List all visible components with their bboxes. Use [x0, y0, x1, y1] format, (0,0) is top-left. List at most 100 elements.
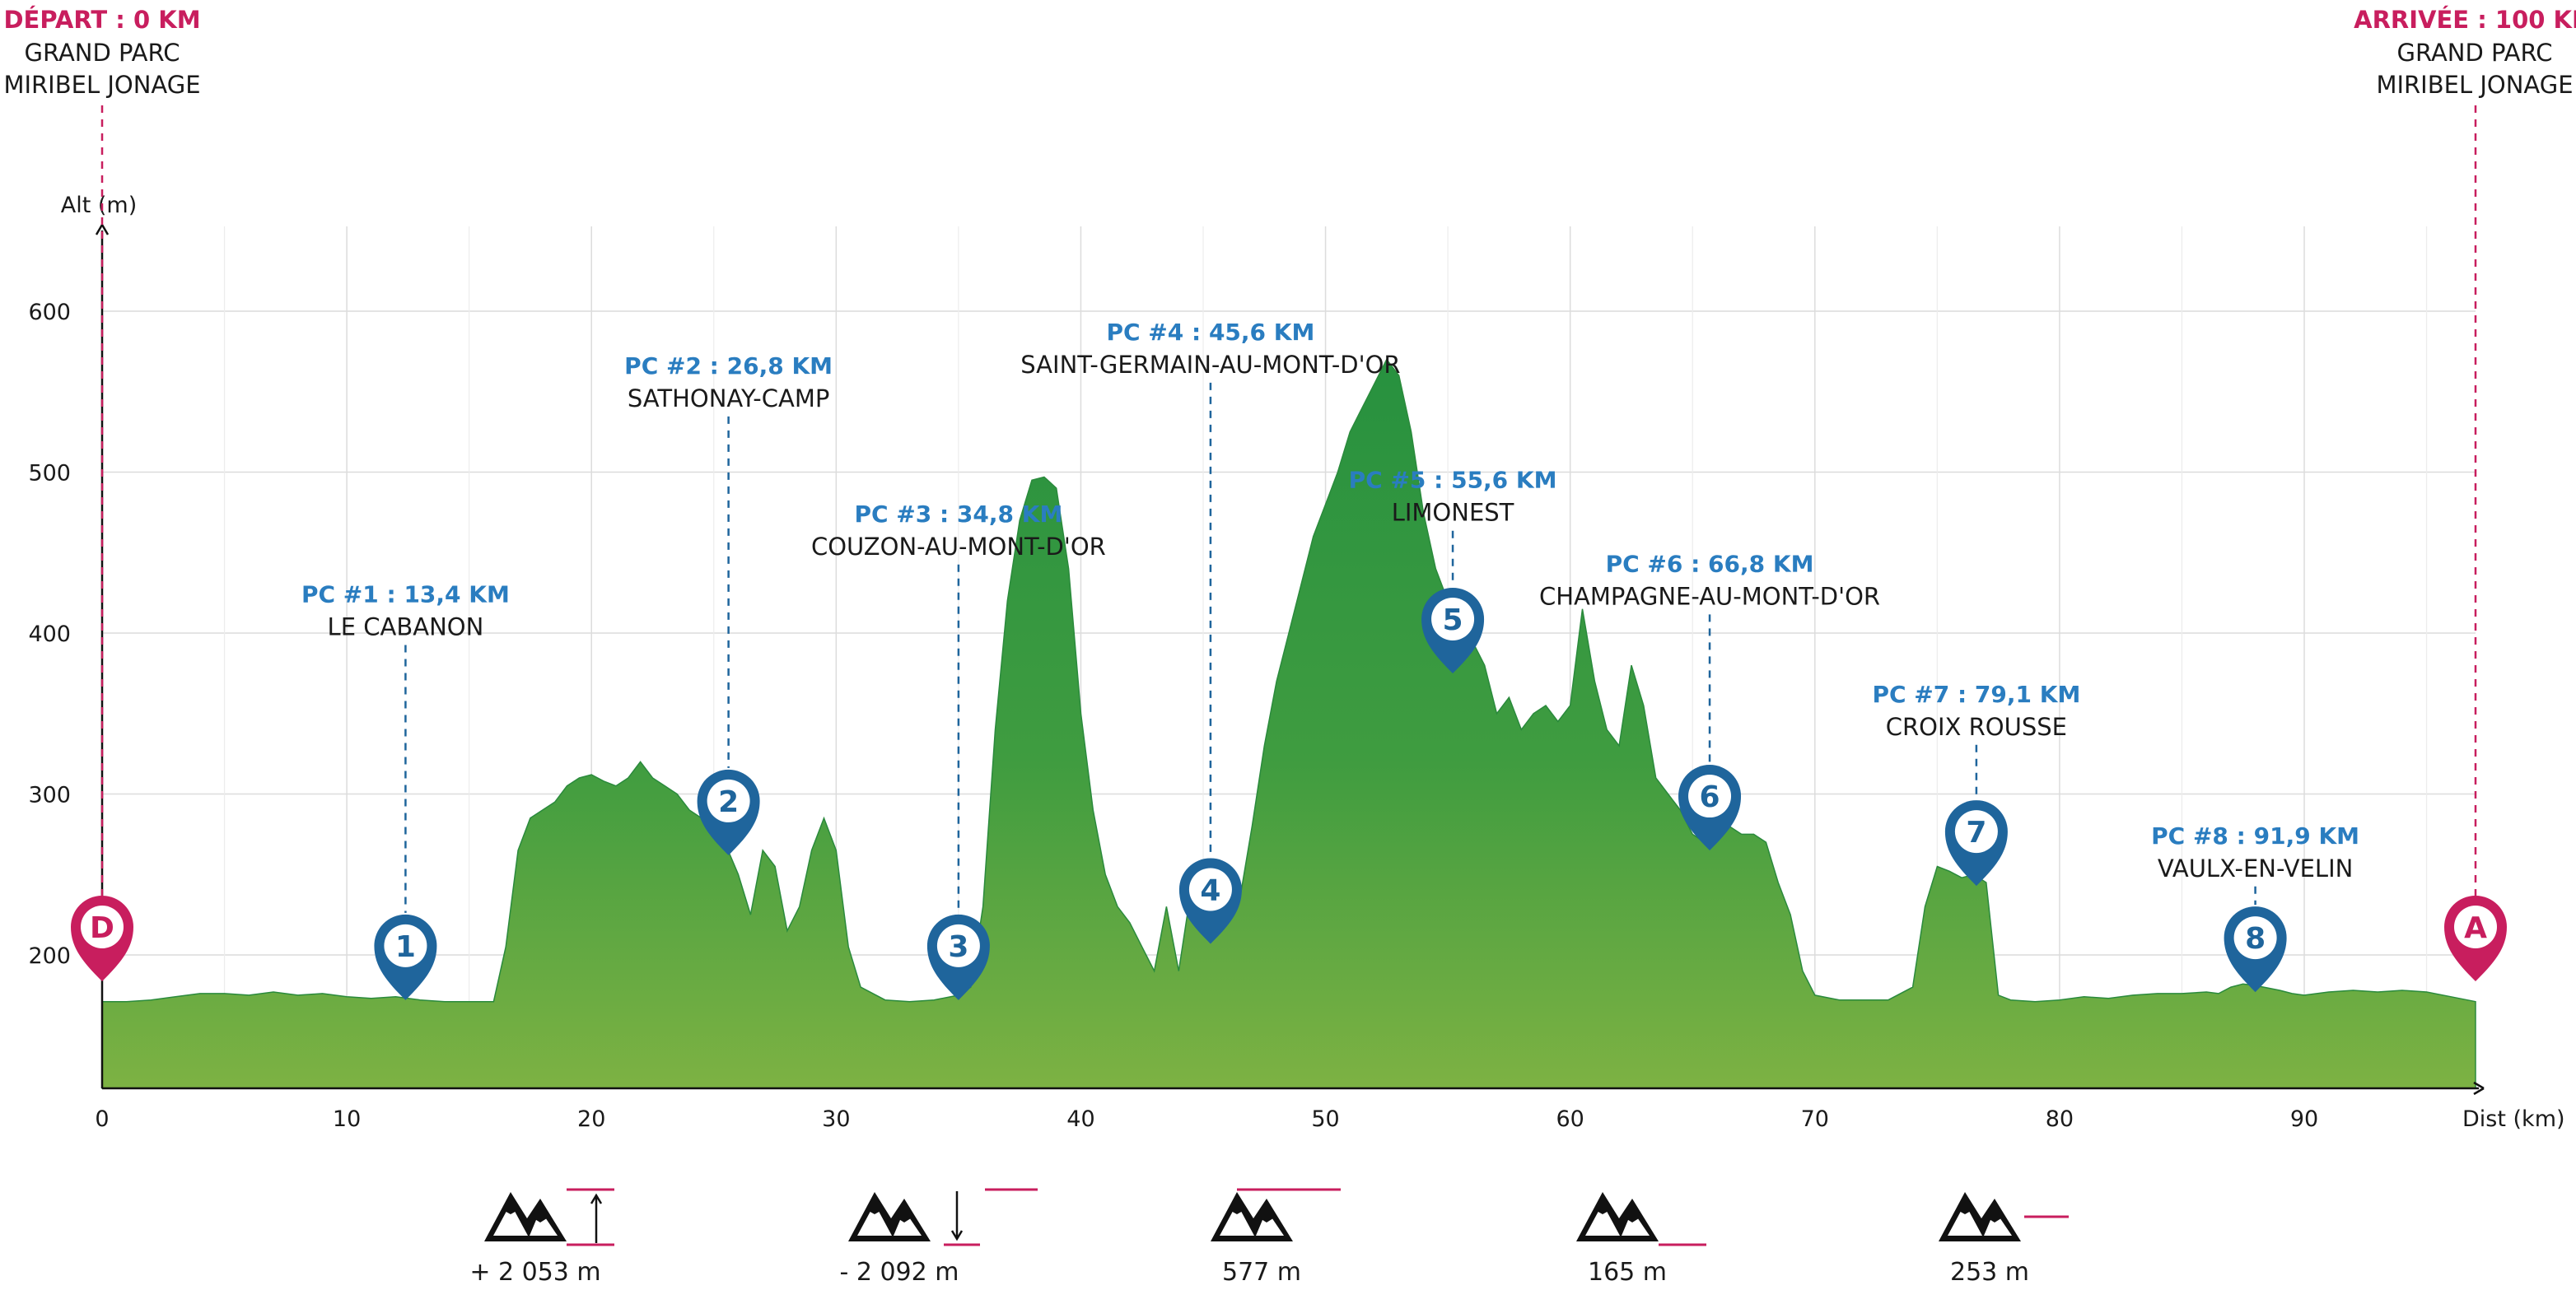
mountain-right-snow: [534, 1208, 547, 1222]
pin-number: 1: [395, 930, 416, 964]
x-tick-label: 40: [1066, 1106, 1094, 1132]
axes: 0 10 20 30 40 50 60 70 80 90 200 300 400 500 600 Dist (…: [28, 193, 2564, 1132]
checkpoint-5-title: PC #5 : 55,6 KM: [1349, 467, 1557, 494]
mountain-left-inner: [1585, 1204, 1620, 1236]
x-axis-title: Dist (km): [2462, 1106, 2565, 1132]
pin-center: [1188, 868, 1232, 911]
mountain-left-inner: [857, 1204, 892, 1236]
mountain-right-inner: [894, 1210, 922, 1236]
mountain-left-snow: [503, 1200, 518, 1214]
checkpoint-3-pin-icon: 3: [926, 914, 990, 1000]
pin-center: [1954, 810, 1998, 854]
summary-avg-value: 253 m: [1950, 1258, 2029, 1287]
checkpoint-7-title: PC #7 : 79,1 KM: [1872, 681, 2080, 708]
mountain-left-inner: [1220, 1204, 1254, 1236]
checkpoint-4-pin-icon: 4: [1178, 858, 1242, 944]
summary-max: 577 m: [1211, 1188, 1341, 1287]
mountain-right-inner: [1984, 1210, 2012, 1236]
mountain-right-snow: [1260, 1208, 1273, 1222]
summary-max-value: 577 m: [1222, 1258, 1301, 1287]
mountain-right-snow: [1626, 1208, 1639, 1222]
mountain-left-snow: [1958, 1200, 1972, 1214]
pin-number: 5: [1443, 603, 1463, 637]
pin-center: [936, 924, 980, 967]
mountain-icon: [1939, 1192, 2021, 1241]
summary-min: 165 m: [1576, 1192, 1706, 1287]
elevation-summary: + 2 053 m - 2 092 m 577 m 165 m 253 m: [469, 1188, 2069, 1287]
finish-place-line2: MIRIBEL JONAGE: [2376, 71, 2573, 99]
grid-lines: [102, 226, 2476, 1088]
mountain-right-snow: [1988, 1208, 2001, 1222]
checkpoint-2-place: SATHONAY-CAMP: [628, 384, 830, 412]
x-tick-label: 50: [1311, 1106, 1339, 1132]
mountain-icon: [1576, 1192, 1659, 1241]
checkpoint-6-place: CHAMPAGNE-AU-MONT-D'OR: [1539, 582, 1880, 610]
x-tick-label: 10: [333, 1106, 361, 1132]
start-pin-icon: D: [71, 896, 133, 981]
pin-center: [1688, 775, 1732, 818]
checkpoint-4-title: PC #4 : 45,6 KM: [1106, 319, 1314, 346]
y-tick-label: 500: [28, 461, 71, 487]
pin-number: A: [2464, 911, 2487, 945]
y-tick-label: 400: [28, 622, 71, 647]
mountain-right-inner: [530, 1210, 558, 1236]
mountain-icon: [848, 1192, 931, 1241]
checkpoint-8-pin-icon: 8: [2224, 906, 2287, 993]
checkpoint-8-title: PC #8 : 91,9 KM: [2151, 822, 2359, 850]
x-tick-label: 20: [577, 1106, 605, 1132]
mountain-left-inner: [1948, 1204, 1982, 1236]
pin-number: 7: [1966, 816, 1986, 850]
mountain-right-snow: [898, 1208, 911, 1222]
mountain-icon: [1211, 1192, 1293, 1241]
x-axis-arrow: [2473, 1081, 2485, 1096]
pin-number: D: [90, 911, 114, 945]
pin-number: 6: [1700, 780, 1720, 814]
pin-center: [81, 906, 124, 948]
checkpoint-5-place: LIMONEST: [1392, 499, 1514, 527]
mountain-icon: [484, 1192, 567, 1241]
mountain-left-snow: [1230, 1200, 1244, 1214]
checkpoint-1-place: LE CABANON: [328, 613, 484, 641]
x-tick-label: 0: [95, 1106, 109, 1132]
summary-gain: + 2 053 m: [469, 1188, 614, 1287]
summary-loss-value: - 2 092 m: [839, 1258, 959, 1287]
checkpoint-3-place: COUZON-AU-MONT-D'OR: [811, 533, 1106, 561]
start-title: DÉPART : 0 KM: [3, 6, 200, 34]
summary-loss: - 2 092 m: [839, 1188, 1038, 1287]
summary-gain-value: + 2 053 m: [469, 1258, 600, 1287]
finish-title: ARRIVÉE : 100 KM: [2354, 6, 2576, 34]
gain-arrow-icon: [590, 1193, 603, 1243]
checkpoint-2-pin-icon: 2: [697, 769, 760, 855]
summary-avg: 253 m: [1939, 1192, 2069, 1287]
checkpoint-1-pin-icon: 1: [374, 914, 437, 1000]
pin-number: 2: [718, 785, 739, 819]
pin-center: [2233, 916, 2277, 960]
mountain-right-inner: [1622, 1210, 1650, 1236]
pin-center: [1431, 598, 1475, 641]
checkpoint-6-title: PC #6 : 66,8 KM: [1606, 550, 1814, 577]
loss-arrow-icon: [950, 1191, 964, 1241]
x-tick-label: 90: [2290, 1106, 2318, 1132]
checkpoint-8-place: VAULX-EN-VELIN: [2158, 855, 2353, 883]
checkpoint-labels: DÉPART : 0 KM GRAND PARC MIRIBEL JONAGE ARR…: [3, 6, 2576, 883]
mountain-left-inner: [493, 1204, 528, 1236]
elevation-series: [101, 358, 2476, 1089]
checkpoint-markers: D A 1 2 3 4 5 6 7 8: [71, 105, 2507, 1000]
y-tick-label: 300: [28, 783, 71, 808]
y-axis-arrow: [95, 224, 110, 235]
pin-center: [707, 779, 750, 822]
checkpoint-4-place: SAINT-GERMAIN-AU-MONT-D'OR: [1020, 351, 1400, 379]
checkpoint-7-pin-icon: 7: [1944, 800, 2008, 887]
x-tick-label: 70: [1801, 1106, 1829, 1132]
mountain-right-inner: [1256, 1210, 1284, 1236]
checkpoint-2-title: PC #2 : 26,8 KM: [624, 352, 833, 380]
start-place-line2: MIRIBEL JONAGE: [3, 71, 200, 99]
pin-number: 4: [1200, 873, 1220, 907]
y-axis-title: Alt (m): [61, 193, 138, 218]
pin-center: [2454, 906, 2497, 948]
pin-center: [384, 924, 427, 967]
x-tick-label: 60: [1556, 1106, 1584, 1132]
start-place-line1: GRAND PARC: [25, 39, 180, 67]
x-tick-label: 30: [822, 1106, 850, 1132]
